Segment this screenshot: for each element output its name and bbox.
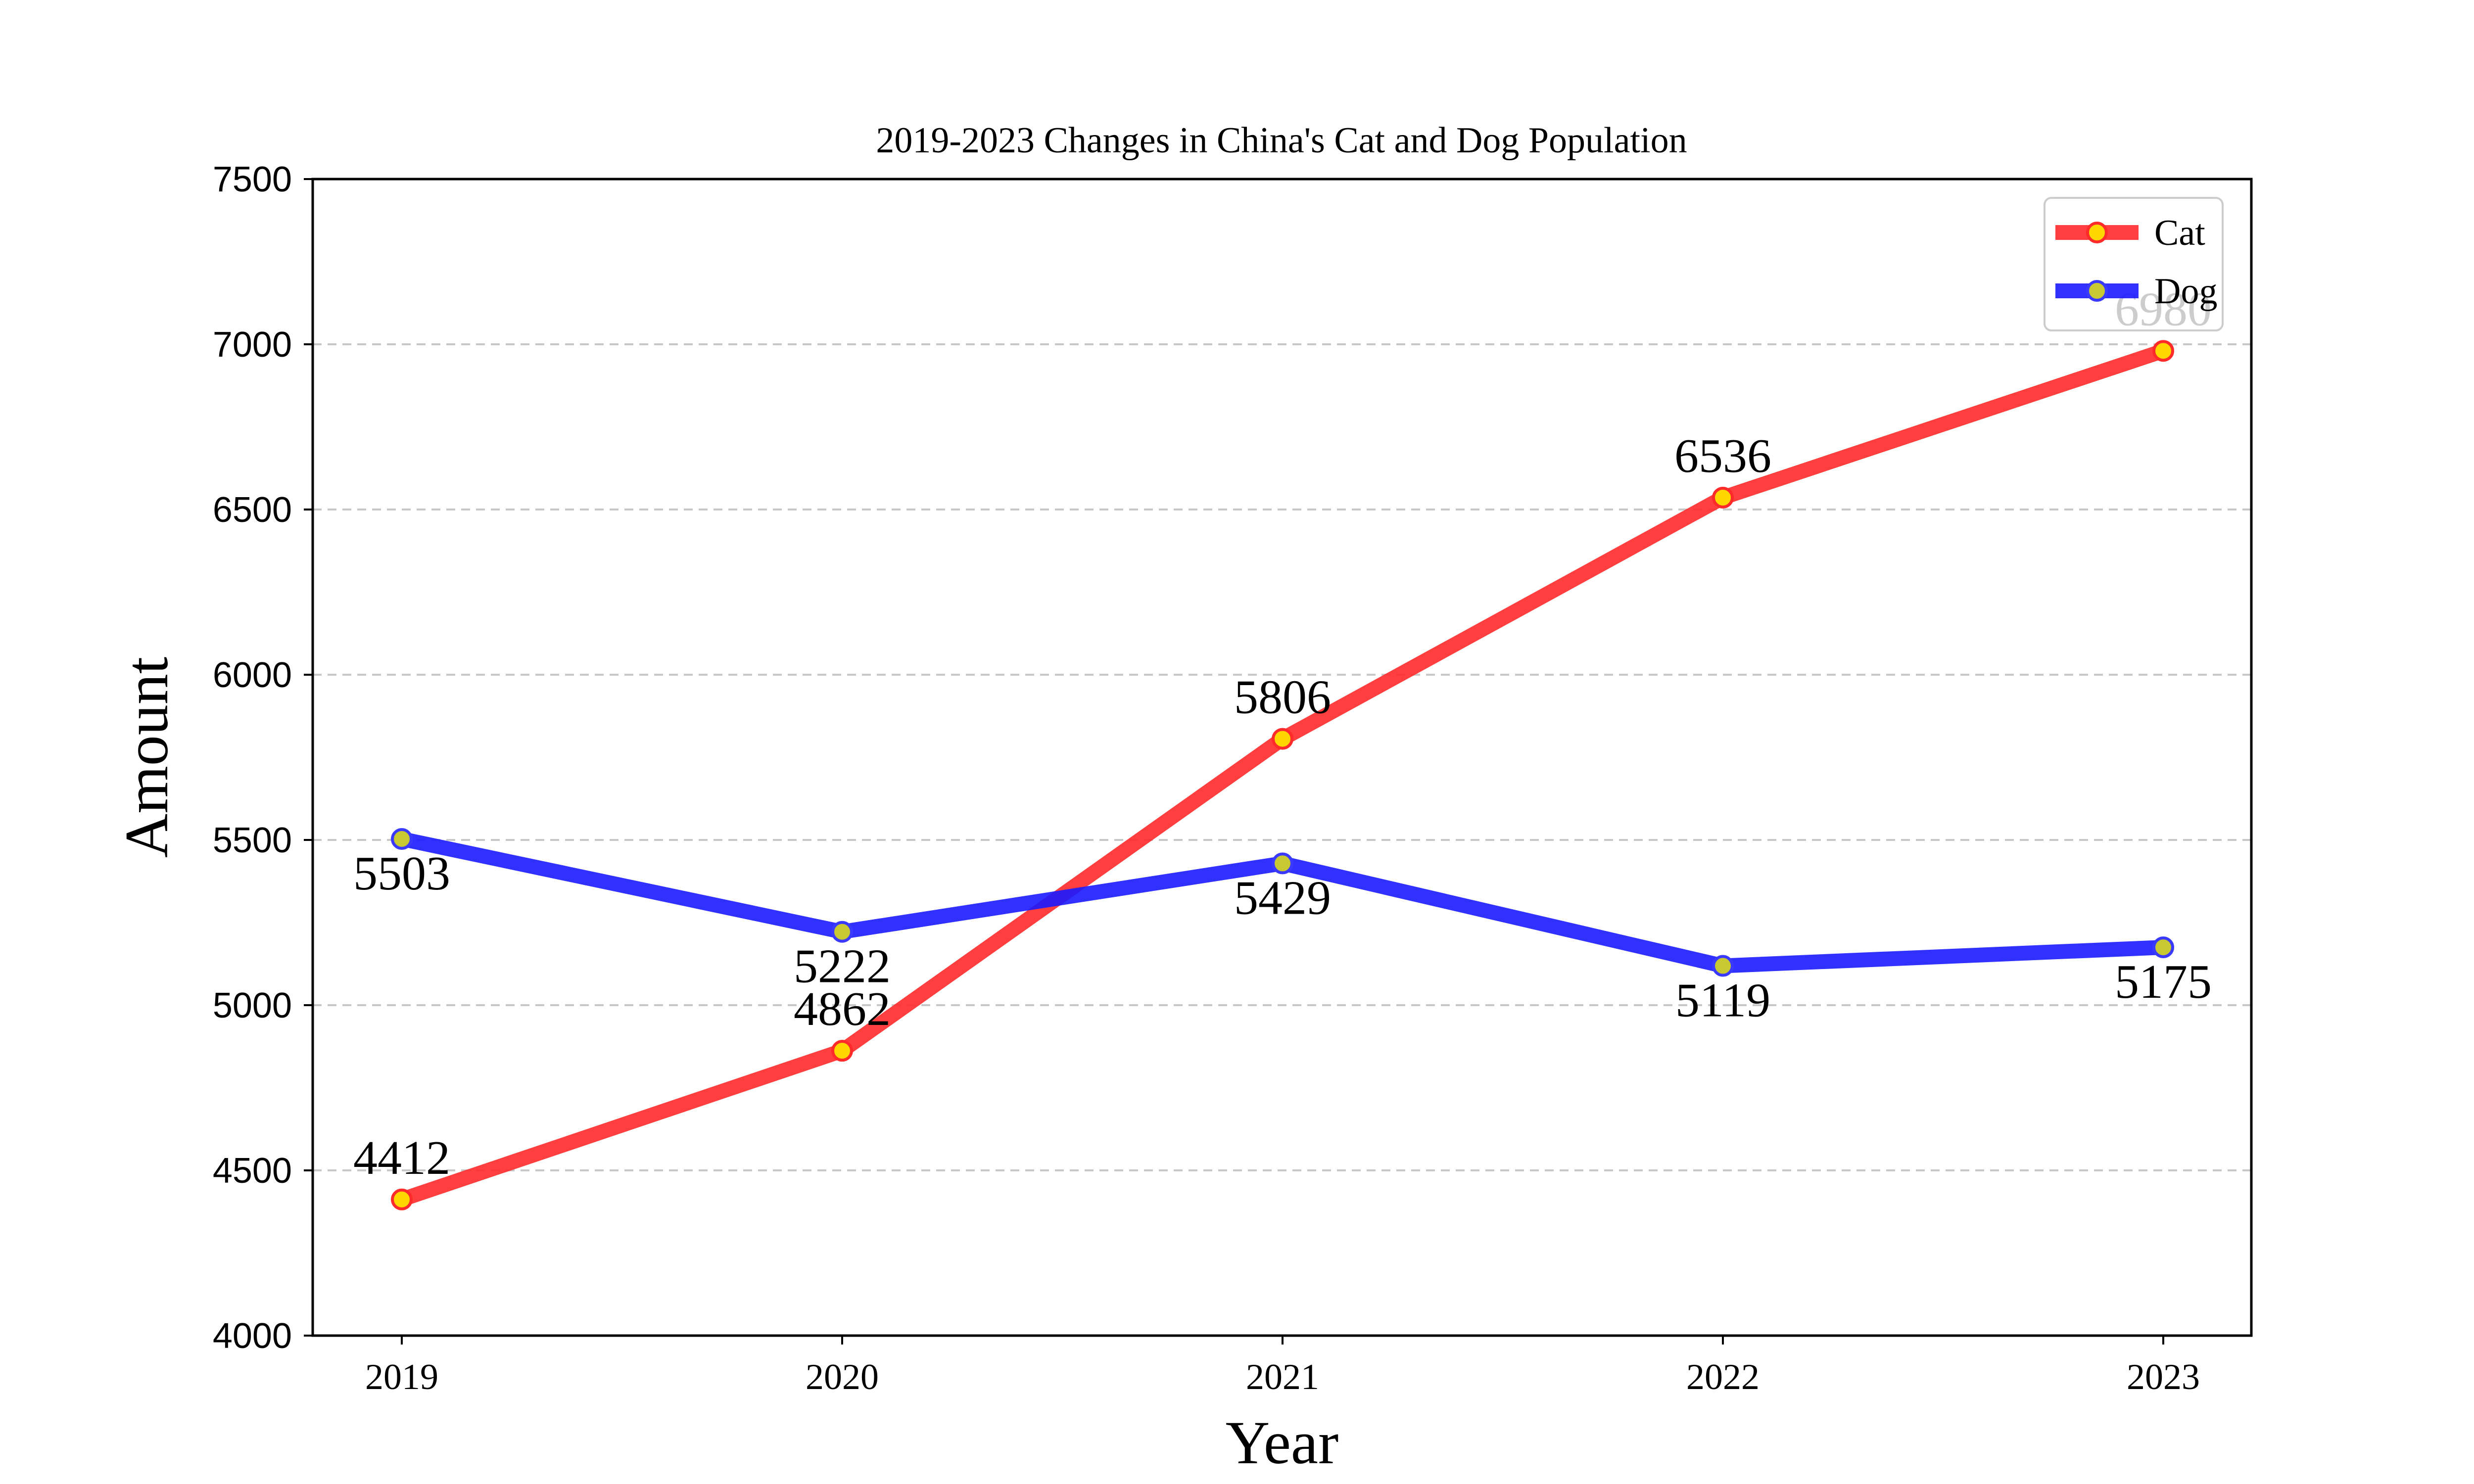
data-label-dog: 5503 xyxy=(353,847,450,900)
data-point-dog xyxy=(2152,936,2174,959)
y-axis: 4000 4500 5000 5500 6000 6500 7000 7500 xyxy=(213,160,313,1356)
data-point-cat xyxy=(831,1040,853,1062)
y-tick-label: 5500 xyxy=(213,821,292,860)
x-tick-label: 2020 xyxy=(806,1357,879,1397)
x-axis: 2019 2020 2021 2022 2023 xyxy=(365,1336,2200,1397)
y-tick-label: 6000 xyxy=(213,655,292,695)
y-tick-label: 5000 xyxy=(213,986,292,1025)
data-label-cat: 4862 xyxy=(794,982,891,1036)
data-point-dog xyxy=(1712,955,1734,977)
y-tick-label: 4500 xyxy=(213,1151,292,1191)
grid-lines xyxy=(313,343,2251,1171)
y-tick-label: 7500 xyxy=(213,160,292,199)
x-axis-label: Year xyxy=(1226,1409,1339,1477)
data-label-cat: 6536 xyxy=(1674,429,1771,483)
x-tick-label: 2021 xyxy=(1246,1357,1319,1397)
y-tick-label: 4000 xyxy=(213,1316,292,1356)
data-point-dog xyxy=(1272,852,1293,875)
y-tick-label: 6500 xyxy=(213,490,292,530)
legend: Cat Dog xyxy=(2044,197,2224,331)
data-label-cat: 5806 xyxy=(1234,671,1331,724)
data-label-cat: 4412 xyxy=(353,1131,450,1185)
data-point-cat xyxy=(391,1188,413,1210)
data-point-cat xyxy=(1712,486,1734,509)
data-label-dog: 5119 xyxy=(1675,974,1770,1027)
data-label-dog: 5429 xyxy=(1234,871,1331,925)
data-point-cat xyxy=(1272,728,1293,750)
x-tick-label: 2022 xyxy=(1686,1357,1760,1397)
legend-marker-dog xyxy=(2086,280,2108,302)
data-label-dog: 5175 xyxy=(2115,955,2212,1009)
legend-marker-cat xyxy=(2086,222,2108,243)
x-tick-label: 2023 xyxy=(2127,1357,2200,1397)
data-point-cat xyxy=(2152,340,2174,362)
y-tick-label: 7000 xyxy=(213,325,292,365)
data-point-dog xyxy=(391,828,413,850)
chart-title: 2019-2023 Changes in China's Cat and Dog… xyxy=(876,120,1687,161)
y-axis-label: Amount xyxy=(113,657,181,858)
data-point-dog xyxy=(831,921,853,943)
data-markers xyxy=(391,340,2174,1210)
data-label-dog: 5222 xyxy=(794,940,891,993)
x-tick-label: 2019 xyxy=(365,1357,438,1397)
legend-label-cat: Cat xyxy=(2154,213,2205,253)
legend-label-dog: Dog xyxy=(2154,271,2217,312)
